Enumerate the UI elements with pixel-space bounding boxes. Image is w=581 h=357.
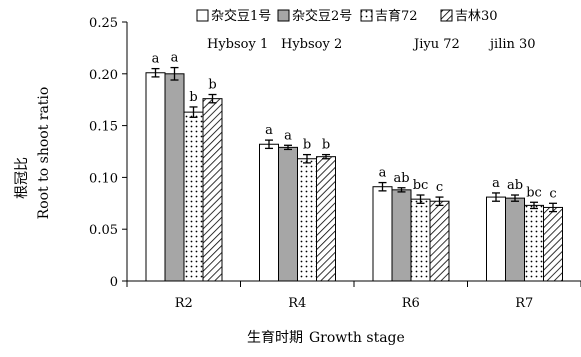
legend-swatch xyxy=(360,9,373,22)
significance-label: b xyxy=(189,90,197,105)
x-tick-label: R4 xyxy=(288,296,306,311)
significance-label: ab xyxy=(393,171,409,186)
significance-label: c xyxy=(436,180,443,195)
x-axis-title-cn: 生育时期 xyxy=(247,330,303,346)
bar xyxy=(259,143,279,282)
x-tick-label: R2 xyxy=(175,296,193,311)
bar xyxy=(524,204,544,282)
legend-swatch xyxy=(196,9,209,22)
y-tick-label: 0.15 xyxy=(89,120,118,135)
bar xyxy=(164,73,185,282)
bar xyxy=(372,186,393,282)
legend-label-en: Jiyu 72 xyxy=(412,37,460,52)
y-tick-label: 0.10 xyxy=(89,171,118,186)
legend-swatch xyxy=(277,9,290,22)
significance-label: ab xyxy=(507,178,523,193)
significance-label: b xyxy=(322,138,330,153)
bar xyxy=(486,196,506,282)
legend-label-en: Hybsoy 2 xyxy=(281,37,342,52)
significance-label: b xyxy=(303,138,311,153)
bar xyxy=(505,197,525,282)
x-tick-label: R7 xyxy=(515,296,533,311)
significance-label: a xyxy=(265,123,273,138)
y-axis-title-en: Root to shoot ratio xyxy=(36,87,52,220)
legend-label: 吉林30 xyxy=(455,9,498,24)
bar xyxy=(410,198,431,282)
bar xyxy=(316,156,336,282)
x-axis-title-en: Growth stage xyxy=(309,330,405,346)
significance-label: a xyxy=(152,52,160,67)
bar xyxy=(297,158,317,282)
y-tick-label: 0 xyxy=(110,275,118,290)
x-tick-label: R6 xyxy=(402,296,420,311)
bar xyxy=(202,98,223,282)
legend-label: 杂交豆2号 xyxy=(292,8,352,24)
legend-label: 吉育72 xyxy=(375,8,418,24)
significance-label: a xyxy=(379,166,387,181)
y-axis: 0 0.05 0.10 0.15 0.20 0.25 xyxy=(89,16,128,290)
bar xyxy=(391,189,412,282)
legend-label: 杂交豆1号 xyxy=(211,8,271,24)
legend-label-en: Hybsoy 1 xyxy=(207,37,268,52)
significance-label: bc xyxy=(526,185,542,200)
bar xyxy=(278,146,298,282)
significance-label: a xyxy=(284,128,292,143)
bar xyxy=(543,206,563,282)
bar xyxy=(429,200,450,282)
significance-label: a xyxy=(492,176,500,191)
significance-label: a xyxy=(171,51,179,66)
legend: 杂交豆1号 Hybsoy 1 杂交豆2号 Hybsoy 2 吉育72 Jiyu 72 吉林3… xyxy=(196,8,536,52)
y-tick-label: 0.25 xyxy=(89,16,118,31)
legend-swatch xyxy=(440,9,453,22)
y-axis-title-cn: 根冠比 xyxy=(14,157,30,199)
y-tick-label: 0.05 xyxy=(89,223,118,238)
significance-label: b xyxy=(208,78,216,93)
bar xyxy=(145,72,166,282)
legend-label-en: jilin 30 xyxy=(488,37,536,52)
x-axis: R2 R4 R6 R7 xyxy=(126,280,581,311)
bar xyxy=(183,111,204,282)
significance-label: c xyxy=(549,186,556,201)
significance-label: bc xyxy=(413,178,429,193)
y-tick-label: 0.20 xyxy=(89,68,118,83)
